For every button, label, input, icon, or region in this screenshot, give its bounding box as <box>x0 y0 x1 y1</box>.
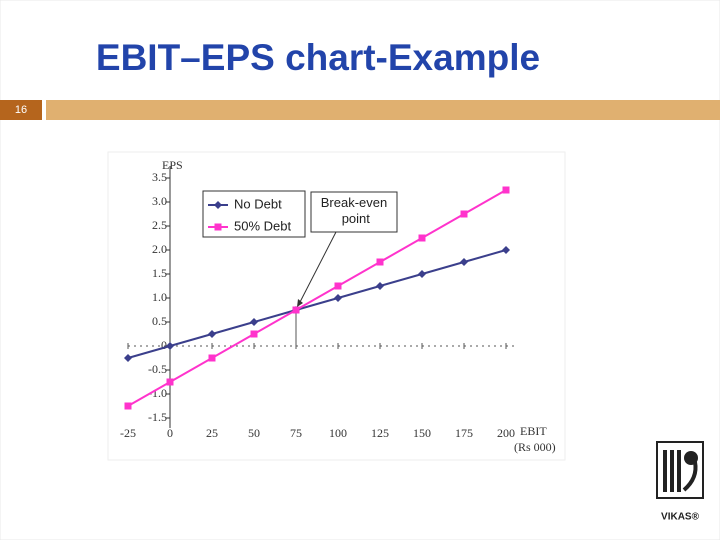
point <box>334 294 342 302</box>
legend-label: No Debt <box>234 196 282 211</box>
legend-marker <box>214 223 222 231</box>
y-tick-label: 1.5 <box>152 266 167 280</box>
arrow-head <box>297 299 303 307</box>
point <box>376 258 384 266</box>
point <box>292 306 300 314</box>
point <box>208 330 216 338</box>
y-tick-label: 0.5 <box>152 314 167 328</box>
x-tick-label: 200 <box>497 426 515 440</box>
point <box>460 258 468 266</box>
header-bar <box>46 100 720 120</box>
logo-bar <box>677 450 681 492</box>
y-tick-label: -1.0 <box>148 386 167 400</box>
legend-label: 50% Debt <box>234 218 291 233</box>
point <box>334 282 342 290</box>
x-tick-label: 100 <box>329 426 347 440</box>
y-tick-label: 2.0 <box>152 242 167 256</box>
legend-marker <box>214 201 222 209</box>
x-tick-label: 25 <box>206 426 218 440</box>
point <box>166 378 174 386</box>
point <box>502 246 510 254</box>
series-line <box>127 249 507 359</box>
x-axis-unit: (Rs 000) <box>514 440 556 454</box>
x-tick-label: 75 <box>290 426 302 440</box>
x-tick-label: 150 <box>413 426 431 440</box>
point <box>250 330 258 338</box>
slide-number: 16 <box>15 104 27 116</box>
point <box>376 282 384 290</box>
slide-title: EBIT–EPS chart-Example <box>96 37 540 78</box>
x-tick-label: 50 <box>248 426 260 440</box>
logo-mark <box>682 461 698 492</box>
y-tick-label: 1.0 <box>152 290 167 304</box>
point <box>166 342 174 350</box>
y-axis-label: EPS <box>162 158 183 172</box>
x-axis-label: EBIT <box>520 424 547 438</box>
x-tick-label: 175 <box>455 426 473 440</box>
y-tick-label: -0.5 <box>148 362 167 376</box>
logo-bar <box>663 450 667 492</box>
point <box>250 318 258 326</box>
point <box>502 186 510 194</box>
x-tick-label: 125 <box>371 426 389 440</box>
annotation-arrow <box>298 231 337 305</box>
point <box>124 402 132 410</box>
x-tick-label: 0 <box>167 426 173 440</box>
point <box>418 234 426 242</box>
point <box>418 270 426 278</box>
logo-box <box>656 441 704 499</box>
y-tick-label: 0 <box>161 338 167 352</box>
series-line <box>127 189 507 407</box>
y-tick-label: 3.0 <box>152 194 167 208</box>
logo-mark <box>684 451 698 465</box>
y-tick-label: 2.5 <box>152 218 167 232</box>
annotation: Break-even point <box>321 195 387 226</box>
x-tick-label: -25 <box>120 426 136 440</box>
point <box>208 354 216 362</box>
logo-text: VIKAS® <box>661 512 700 523</box>
logo: VIKAS® <box>656 441 704 523</box>
y-tick-label: 3.5 <box>152 170 167 184</box>
y-tick-label: -1.5 <box>148 410 167 424</box>
slide-number-box <box>0 100 42 120</box>
annotation-box <box>310 191 398 233</box>
point <box>124 354 132 362</box>
point <box>460 210 468 218</box>
logo-bar <box>670 450 674 492</box>
